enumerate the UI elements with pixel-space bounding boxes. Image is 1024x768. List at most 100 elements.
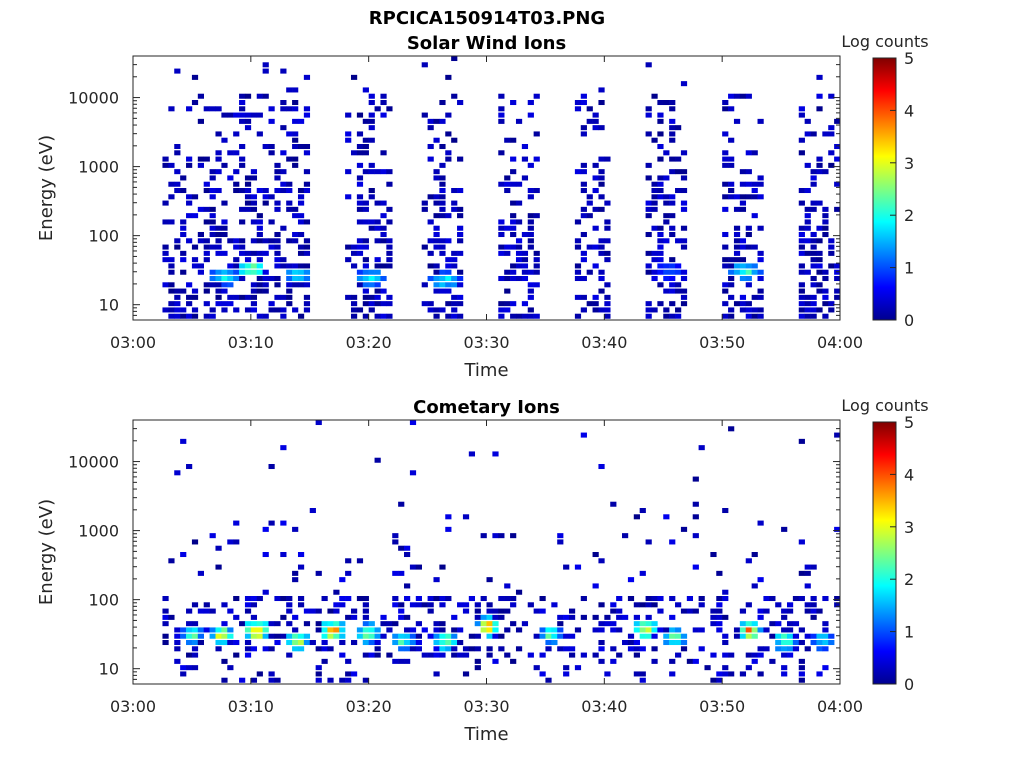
heatmap-cell [810, 276, 817, 282]
heatmap-cell [350, 294, 358, 300]
heatmap-cell [244, 652, 252, 658]
heatmap-cell [645, 106, 652, 112]
heatmap-cell [574, 627, 582, 633]
heatmap-cell [457, 213, 464, 219]
heatmap-cell [698, 646, 705, 652]
heatmap-cell [586, 301, 593, 307]
heatmap-cell [680, 646, 688, 652]
heatmap-cell [427, 250, 434, 256]
heatmap-cell [339, 627, 346, 633]
heatmap-cell [716, 570, 723, 576]
heatmap-cell [380, 633, 387, 639]
heatmap-cell [828, 238, 835, 244]
heatmap-cell [651, 188, 658, 194]
heatmap-cell [580, 169, 587, 175]
heatmap-cell [227, 640, 234, 646]
heatmap-cell [510, 263, 517, 269]
heatmap-cell [197, 118, 204, 124]
heatmap-cell [433, 577, 440, 583]
heatmap-cell [297, 200, 305, 206]
heatmap-cell [262, 269, 269, 275]
heatmap-cell [433, 652, 440, 658]
heatmap-cell [380, 263, 387, 269]
heatmap-cell [451, 263, 458, 269]
heatmap-cell [445, 131, 452, 137]
heatmap-cell [669, 288, 676, 294]
heatmap-cell [227, 633, 234, 639]
heatmap-cell [303, 294, 311, 300]
heatmap-cell [409, 470, 417, 476]
heatmap-cell [657, 188, 664, 194]
heatmap-cell [244, 621, 252, 627]
heatmap-cell [380, 276, 387, 282]
heatmap-cell [675, 288, 682, 294]
heatmap-cell [622, 640, 629, 646]
heatmap-cell [362, 313, 369, 319]
y-tick-label: 100 [88, 591, 119, 610]
heatmap-cell [751, 621, 758, 627]
heatmap-cell [757, 652, 764, 658]
heatmap-cell [722, 508, 729, 514]
heatmap-cell [657, 225, 664, 231]
heatmap-cell [822, 640, 829, 646]
heatmap-cell [804, 570, 811, 576]
heatmap-cell [633, 602, 640, 608]
heatmap-cell [244, 602, 252, 608]
heatmap-cell [297, 188, 305, 194]
heatmap-cell [191, 257, 199, 263]
heatmap-cell [280, 307, 287, 313]
heatmap-cell [639, 646, 646, 652]
heatmap-cell [504, 175, 511, 181]
heatmap-cell [215, 169, 222, 175]
heatmap-cell [828, 125, 835, 131]
heatmap-cell [250, 621, 258, 627]
heatmap-cell [722, 665, 729, 671]
heatmap-cell [804, 206, 811, 212]
heatmap-cell [203, 156, 210, 162]
heatmap-cell [462, 671, 470, 677]
heatmap-cell [816, 263, 823, 269]
heatmap-cell [209, 188, 216, 194]
heatmap-cell [639, 508, 646, 514]
heatmap-cell [498, 614, 505, 620]
heatmap-cell [804, 564, 811, 570]
heatmap-cell [798, 294, 805, 300]
heatmap-cell [445, 288, 452, 294]
heatmap-cell [669, 671, 676, 677]
heatmap-cell [680, 169, 688, 175]
heatmap-cell [191, 213, 199, 219]
heatmap-cell [250, 627, 258, 633]
heatmap-cell [233, 257, 240, 263]
x-tick-label: 04:00 [817, 333, 863, 352]
heatmap-cell [728, 276, 735, 282]
heatmap-cell [592, 162, 599, 168]
heatmap-cell [733, 633, 741, 639]
heatmap-cell [675, 238, 682, 244]
heatmap-cell [286, 621, 293, 627]
heatmap-cell [256, 213, 263, 219]
heatmap-cell [810, 282, 817, 288]
heatmap-cell [468, 646, 476, 652]
heatmap-cell [197, 633, 204, 639]
heatmap-cell [486, 652, 493, 658]
heatmap-cell [722, 288, 729, 294]
heatmap-cell [798, 244, 805, 250]
heatmap-cell [439, 181, 446, 187]
heatmap-cell [568, 614, 576, 620]
heatmap-cell [739, 294, 747, 300]
heatmap-cell [651, 621, 658, 627]
heatmap-cell [798, 225, 805, 231]
heatmap-cell [604, 282, 611, 288]
heatmap-cell [227, 301, 234, 307]
heatmap-cell [504, 627, 511, 633]
heatmap-cell [810, 294, 817, 300]
heatmap-cell [533, 282, 540, 288]
heatmap-cell [739, 301, 747, 307]
heatmap-cell [215, 564, 222, 570]
heatmap-cell [598, 181, 605, 187]
heatmap-cell [221, 250, 228, 256]
heatmap-cell [186, 238, 193, 244]
heatmap-cell [610, 608, 617, 614]
heatmap-cell [197, 570, 204, 576]
heatmap-cell [816, 671, 823, 677]
